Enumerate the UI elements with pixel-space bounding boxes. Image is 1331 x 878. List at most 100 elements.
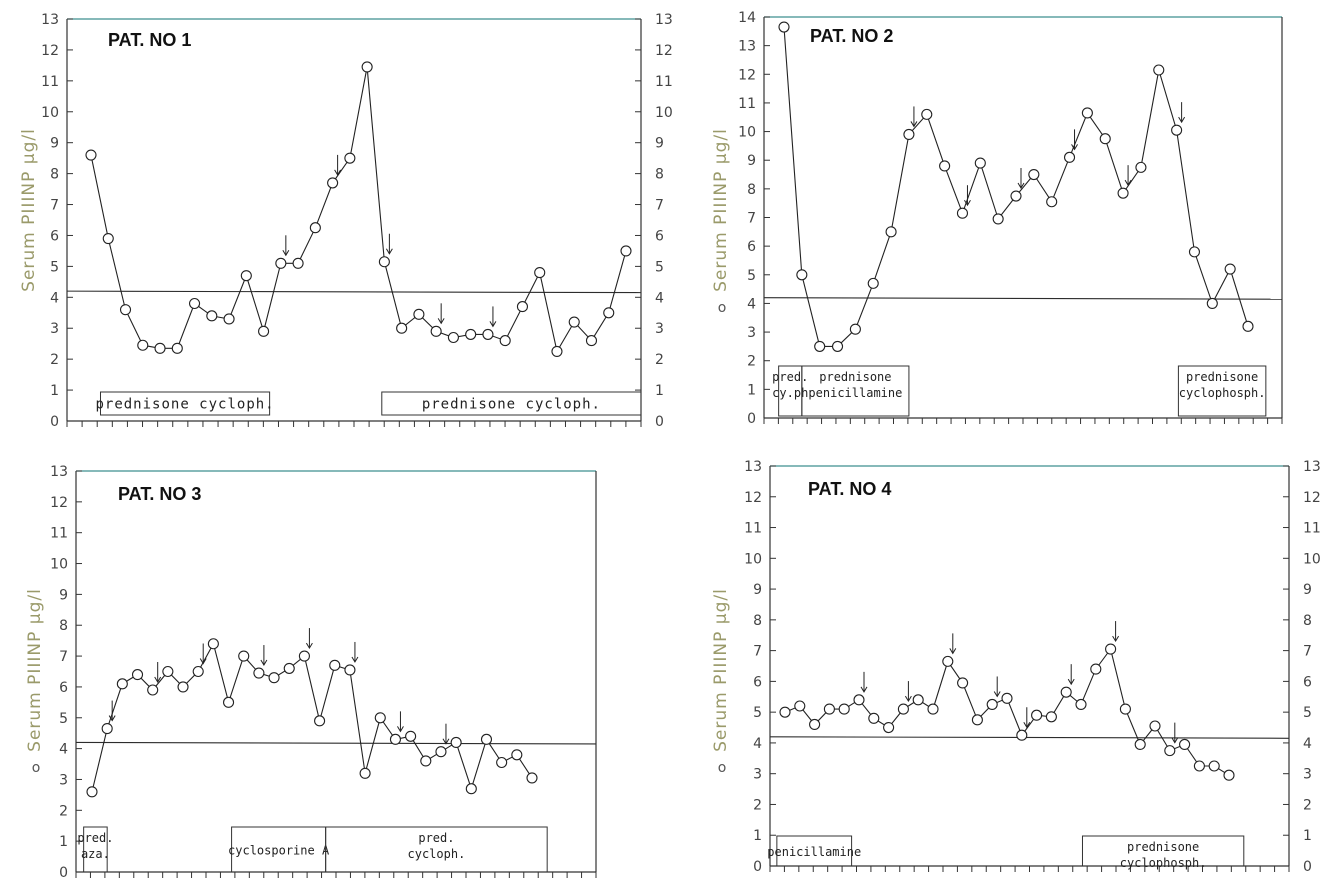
y-tick-label: 1 xyxy=(753,828,762,844)
arrow-head xyxy=(1178,116,1186,124)
data-point xyxy=(883,721,895,734)
y-tick-label-right: 9 xyxy=(655,136,664,152)
y-tick-label-right: 3 xyxy=(655,321,664,337)
y-tick-label: 14 xyxy=(738,10,756,26)
arrow-head xyxy=(437,318,445,325)
y-tick-label-right: 13 xyxy=(655,12,673,28)
arrow-head xyxy=(1067,678,1075,686)
therapy-label: cycloph. xyxy=(408,847,466,861)
data-point xyxy=(1224,263,1236,275)
y-tick-label-right: 13 xyxy=(1303,459,1321,475)
data-point xyxy=(956,207,969,219)
reference-line xyxy=(769,736,1290,739)
data-point xyxy=(942,655,954,667)
data-point xyxy=(1075,698,1087,711)
y-tick-label: 7 xyxy=(747,211,756,227)
arrow-head xyxy=(108,715,116,722)
data-point xyxy=(939,160,951,172)
y-axis-label: Serum PIIINP µg/l xyxy=(25,588,45,752)
data-point xyxy=(867,277,879,289)
arrow-head xyxy=(334,169,342,176)
y-tick-label-right: 0 xyxy=(655,414,664,430)
data-point xyxy=(283,662,295,674)
data-point xyxy=(447,331,459,344)
data-point xyxy=(1105,643,1117,655)
data-point xyxy=(551,345,563,357)
arrow-marker xyxy=(334,154,342,176)
y-tick-label: 6 xyxy=(747,239,756,255)
data-point xyxy=(147,684,159,696)
therapy-label: penicillamine xyxy=(808,386,902,400)
arrow-head xyxy=(904,695,912,703)
therapy-box xyxy=(1177,365,1267,417)
arrow-head xyxy=(442,738,450,745)
therapy-label: cyclophosph. xyxy=(1179,386,1266,400)
data-point xyxy=(85,149,97,161)
arrow-head xyxy=(1023,721,1031,729)
data-point xyxy=(240,270,252,282)
y-tick-label: 0 xyxy=(50,414,59,430)
y-tick-label: 13 xyxy=(738,39,756,55)
arrow-marker xyxy=(199,643,207,665)
data-point xyxy=(1171,124,1183,136)
data-point xyxy=(585,335,598,347)
arrow-marker xyxy=(1171,722,1179,744)
arrow-head xyxy=(964,199,971,207)
arrow-marker xyxy=(1124,165,1132,187)
arrow-marker xyxy=(437,303,445,325)
y-tick-label: 8 xyxy=(747,182,756,198)
data-point xyxy=(1060,686,1072,698)
therapy-box xyxy=(801,365,910,417)
arrow-marker xyxy=(949,633,957,655)
data-point xyxy=(974,157,986,169)
y-tick-label: 7 xyxy=(59,649,68,665)
data-point xyxy=(823,703,835,715)
y-tick-label-right: 9 xyxy=(1303,582,1312,598)
data-point xyxy=(912,694,924,706)
y-tick-label: 1 xyxy=(747,382,756,398)
y-tick-label-right: 2 xyxy=(655,352,664,368)
arrow-head xyxy=(1017,182,1025,189)
y-tick-label: 11 xyxy=(744,521,762,537)
y-axis-label: Serum PIIINP µg/l xyxy=(711,128,731,292)
data-point xyxy=(1119,703,1131,715)
data-point xyxy=(814,340,826,352)
data-point xyxy=(1010,190,1022,202)
y-tick-label: 11 xyxy=(41,74,59,90)
data-point xyxy=(116,678,128,690)
arrow-marker xyxy=(1071,129,1078,151)
y-tick-label: 4 xyxy=(747,296,756,312)
arrow-marker xyxy=(385,233,393,255)
y-tick-label: 5 xyxy=(59,711,68,727)
y-tick-label: 6 xyxy=(753,674,762,690)
arrow-head xyxy=(282,250,290,257)
data-point xyxy=(1179,738,1191,751)
y-tick-label: 10 xyxy=(50,557,68,573)
data-point xyxy=(511,749,523,761)
y-tick-label: 12 xyxy=(744,490,762,506)
data-point xyxy=(1031,709,1043,721)
data-point xyxy=(1164,745,1176,757)
y-tick-label: 10 xyxy=(744,551,762,567)
data-point xyxy=(327,177,339,189)
arrow-marker xyxy=(282,235,290,257)
therapy-box xyxy=(83,826,108,873)
data-point xyxy=(1081,107,1093,119)
data-point xyxy=(223,313,235,325)
arrow-head xyxy=(949,648,957,655)
data-point xyxy=(620,245,632,257)
y-tick-label-right: 6 xyxy=(655,228,664,244)
data-point xyxy=(986,698,998,711)
y-tick-label: 5 xyxy=(753,705,762,721)
y-axis-label: Serum PIIINP µg/l xyxy=(711,588,731,752)
data-point xyxy=(192,665,204,678)
y-tick-label: 2 xyxy=(50,352,59,368)
y-tick-label: 11 xyxy=(738,96,756,112)
series-line xyxy=(90,66,627,353)
data-point xyxy=(207,638,219,650)
therapy-label: prednisone cycloph. xyxy=(95,397,274,413)
arrow-marker xyxy=(442,723,450,745)
data-point xyxy=(188,297,201,310)
